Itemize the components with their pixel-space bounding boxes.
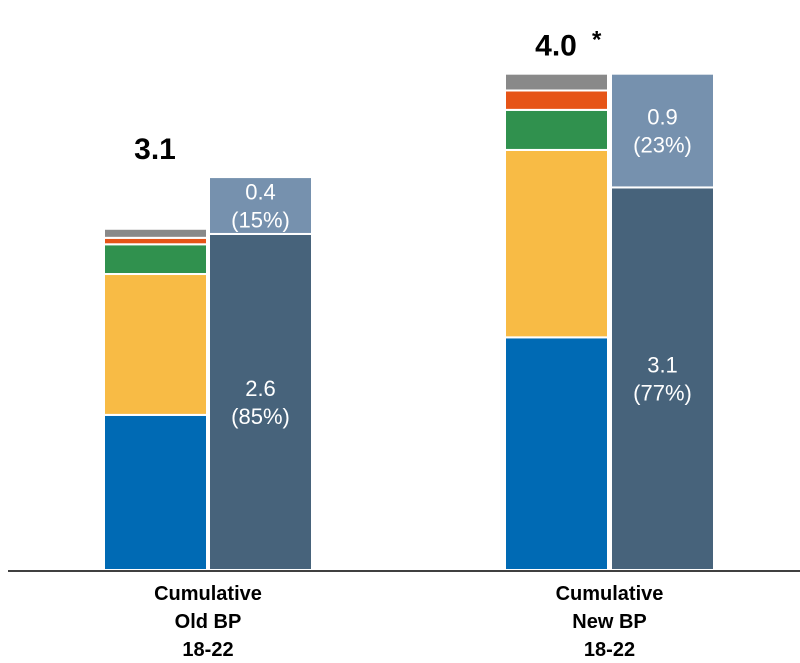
split-segment-label: (23%): [633, 133, 692, 158]
category-label: New BP: [572, 611, 646, 633]
labels-layer: 2.6 (85%) 0.4 (15%) 3.1 Cumulative Old BP 18-22…: [134, 27, 692, 661]
split-segment-label: 2.6: [245, 376, 276, 401]
total-footnote-mark: *: [592, 27, 602, 54]
split-segment: [208, 176, 313, 235]
category-label: Old BP: [175, 611, 242, 633]
split-segment-label: 3.1: [647, 353, 678, 378]
breakdown-segment: [103, 227, 208, 239]
category-label: Cumulative: [154, 583, 262, 605]
breakdown-segment: [504, 72, 609, 92]
breakdown-segment: [504, 336, 609, 571]
split-segment: [610, 186, 715, 571]
category-label: 18-22: [182, 639, 233, 661]
split-segment: [610, 72, 715, 189]
split-segment-label: 0.4: [245, 180, 276, 205]
breakdown-segment: [103, 413, 208, 571]
category-label: Cumulative: [556, 583, 664, 605]
bars-layer: [103, 72, 715, 571]
split-segment-label: (85%): [231, 404, 290, 429]
total-value-label: 4.0: [535, 30, 577, 63]
split-segment-label: (77%): [633, 381, 692, 406]
category-label: 18-22: [584, 639, 635, 661]
split-segment: [208, 232, 313, 571]
breakdown-segment: [103, 273, 208, 416]
breakdown-segment: [504, 148, 609, 339]
breakdown-segment: [504, 89, 609, 111]
total-value-label: 3.1: [134, 133, 176, 166]
split-segment-label: (15%): [231, 208, 290, 233]
breakdown-segment: [504, 108, 609, 151]
split-segment-label: 0.9: [647, 105, 678, 130]
breakdown-segment: [103, 243, 208, 276]
